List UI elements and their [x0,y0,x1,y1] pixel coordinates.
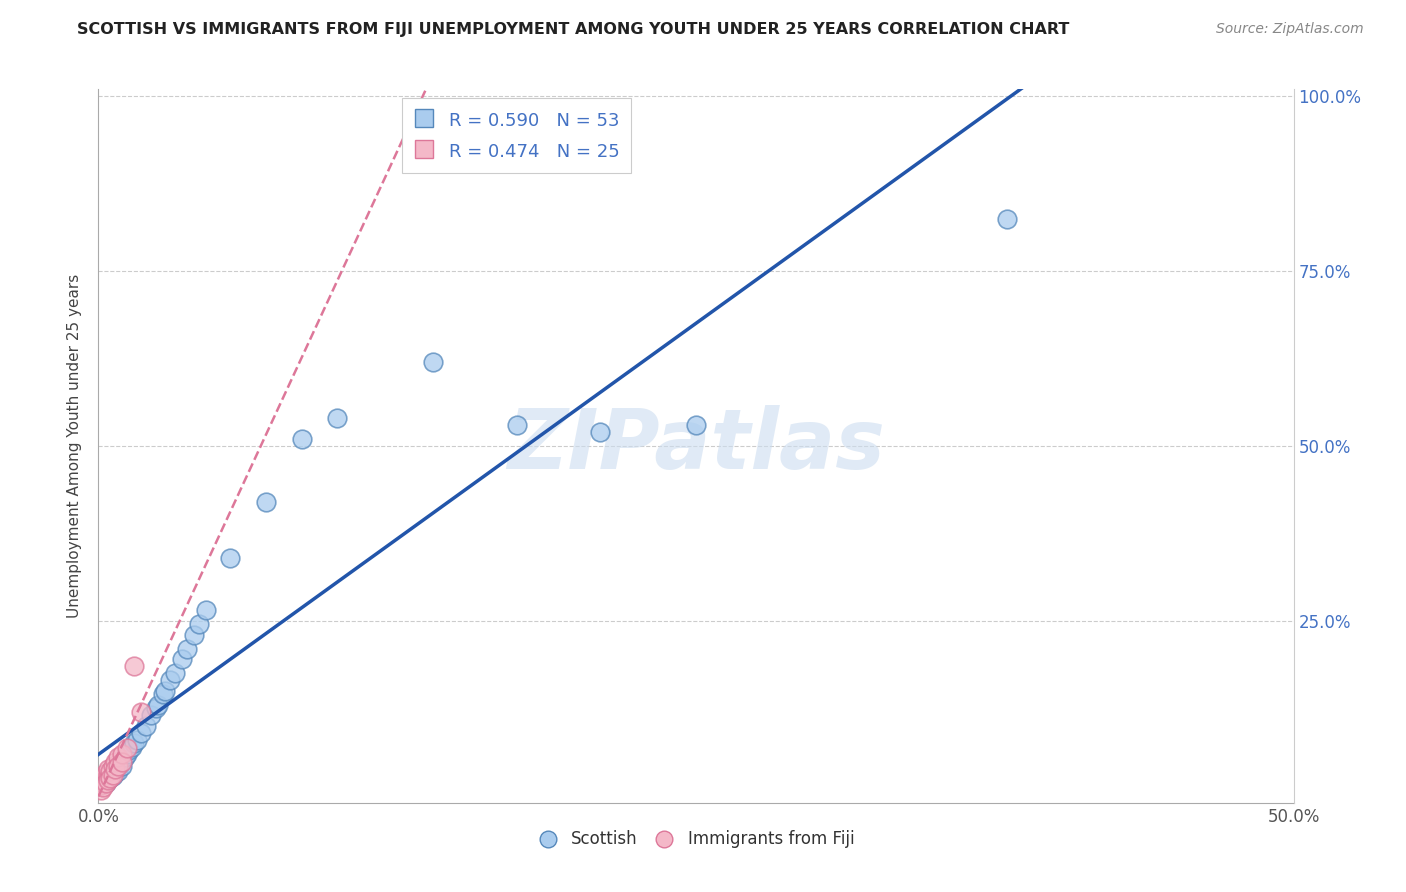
Point [97,772,120,786]
Point [506,417,529,432]
Point [91,776,114,790]
Point [131,726,153,740]
Point [995,211,1018,226]
Point [148,698,170,712]
Point [94,776,117,790]
Point [145,701,167,715]
Point [111,756,134,770]
Point [97,773,120,788]
Point [422,355,444,369]
Point [90,773,112,788]
Point [98,764,122,779]
Point [159,673,181,688]
Point [195,603,218,617]
Point [124,736,146,750]
Legend: Scottish, Immigrants from Fiji: Scottish, Immigrants from Fiji [531,824,860,855]
Point [115,741,138,756]
Point [163,666,186,681]
Point [94,766,117,780]
Point [104,756,127,770]
Point [124,659,146,673]
Point [139,708,162,723]
Point [118,743,141,757]
Text: SCOTTISH VS IMMIGRANTS FROM FIJI UNEMPLOYMENT AMONG YOUTH UNDER 25 YEARS CORRELA: SCOTTISH VS IMMIGRANTS FROM FIJI UNEMPLO… [77,22,1070,37]
Point [90,774,112,789]
Point [326,411,349,425]
Point [589,425,612,439]
Point [91,772,114,786]
Point [101,768,124,782]
Point [685,417,707,432]
Point [131,705,153,719]
Point [90,783,112,797]
Point [98,764,122,779]
Point [94,776,117,790]
Point [107,750,129,764]
Point [98,769,122,783]
Point [97,768,120,782]
Point [101,768,124,782]
Point [97,768,120,782]
Point [90,778,112,792]
Point [101,769,124,783]
Point [172,652,194,666]
Point [104,762,127,776]
Point [187,617,209,632]
Point [219,550,242,565]
Point [91,774,114,789]
Point [114,750,136,764]
Point [107,759,129,773]
Point [104,766,127,780]
Point [111,754,134,768]
Point [121,739,143,754]
Point [111,759,134,773]
Point [125,732,148,747]
Point [183,628,205,642]
Point [101,761,124,775]
Point [107,764,129,779]
Point [115,747,138,761]
Y-axis label: Unemployment Among Youth under 25 years: Unemployment Among Youth under 25 years [67,274,83,618]
Point [176,641,198,656]
Point [291,432,314,446]
Point [152,687,174,701]
Point [91,776,114,790]
Point [98,772,122,786]
Point [90,778,112,792]
Point [91,780,114,795]
Point [91,772,114,786]
Point [108,757,131,772]
Point [94,772,117,786]
Text: Source: ZipAtlas.com: Source: ZipAtlas.com [1216,22,1364,37]
Point [104,762,127,776]
Point [155,684,177,698]
Text: ZIPatlas: ZIPatlas [508,406,884,486]
Point [98,772,122,786]
Point [101,759,124,773]
Point [97,762,120,776]
Point [111,747,134,761]
Point [135,719,157,733]
Point [107,759,129,773]
Point [97,773,120,788]
Point [254,495,277,509]
Point [94,769,117,783]
Point [94,773,117,788]
